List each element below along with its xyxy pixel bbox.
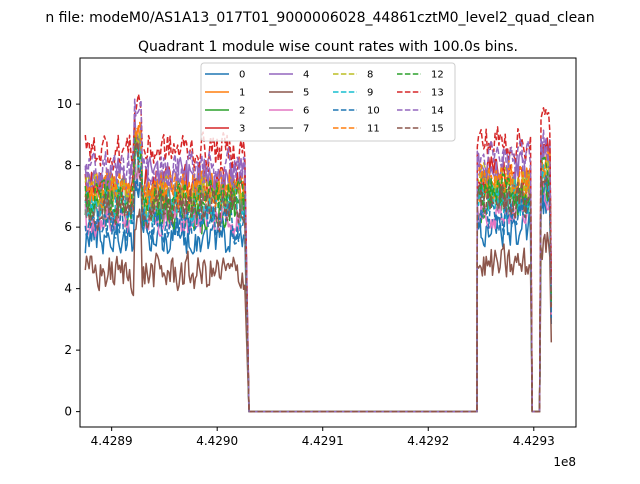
legend-label: 9 <box>367 88 373 99</box>
legend-label: 11 <box>367 124 380 135</box>
legend-label: 6 <box>303 106 309 117</box>
y-tick-label: 10 <box>57 97 72 111</box>
x-offset-text: 1e8 <box>553 455 576 469</box>
x-tick-label: 4.4291 <box>302 434 344 448</box>
series-line-14 <box>84 98 553 413</box>
series-line-11 <box>85 121 553 413</box>
x-tick-label: 4.4293 <box>513 434 555 448</box>
y-tick-label: 0 <box>64 405 72 419</box>
chart-title: Quadrant 1 module wise count rates with … <box>138 39 518 55</box>
y-tick-label: 6 <box>64 220 72 234</box>
x-tick-label: 4.4289 <box>91 434 133 448</box>
series-line-13 <box>84 93 553 413</box>
legend-label: 15 <box>431 124 444 135</box>
legend-label: 7 <box>303 124 309 135</box>
x-tick-label: 4.4290 <box>196 434 238 448</box>
series-line-5 <box>84 208 553 413</box>
y-tick-label: 2 <box>64 343 72 357</box>
legend-label: 2 <box>239 106 245 117</box>
legend-label: 13 <box>431 88 444 99</box>
plot-frame <box>79 57 577 428</box>
legend-label: 1 <box>239 88 245 99</box>
legend-label: 0 <box>239 70 245 81</box>
legend-label: 12 <box>431 70 444 81</box>
figure-suptitle: n file: modeM0/AS1A13_017T01_9000006028_… <box>45 10 594 26</box>
series-line-15 <box>84 141 553 413</box>
y-tick-label: 8 <box>64 159 72 173</box>
series-layer <box>84 93 553 413</box>
y-tick-label: 4 <box>64 282 72 296</box>
x-axis: 4.4289 4.4290 4.4291 4.4292 4.4293 <box>91 427 555 448</box>
legend-label: 5 <box>303 88 309 99</box>
series-line-12 <box>84 135 553 413</box>
legend-label: 3 <box>239 124 245 135</box>
legend-label: 4 <box>303 70 309 81</box>
legend-label: 8 <box>367 70 373 81</box>
x-tick-label: 4.4292 <box>407 434 449 448</box>
legend-label: 10 <box>367 106 380 117</box>
legend-label: 14 <box>431 106 444 117</box>
y-axis: 0 2 4 6 8 10 <box>57 97 80 419</box>
legend-frame <box>200 62 456 142</box>
